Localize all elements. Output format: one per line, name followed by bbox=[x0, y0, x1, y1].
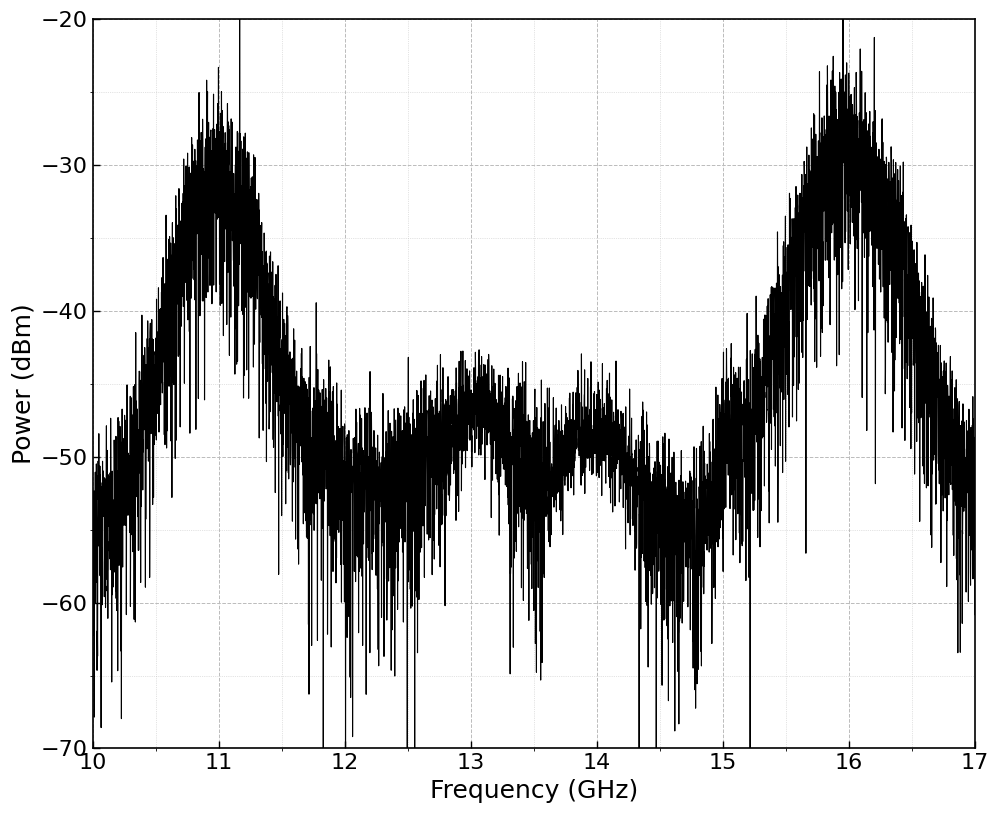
X-axis label: Frequency (GHz): Frequency (GHz) bbox=[430, 779, 638, 803]
Y-axis label: Power (dBm): Power (dBm) bbox=[11, 304, 35, 464]
